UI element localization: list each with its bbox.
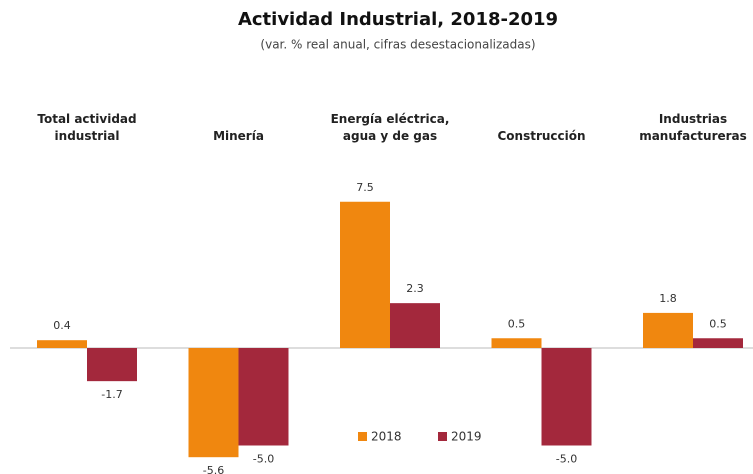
data-label: 1.8 [659,292,677,305]
legend-swatch [438,432,447,441]
data-label: 7.5 [356,181,374,194]
data-label: 0.4 [53,319,71,332]
chart-subtitle: (var. % real anual, cifras desestacional… [260,38,535,52]
legend-label: 2018 [371,430,402,444]
bar [491,338,542,348]
category-label: Total actividad industrial [37,112,137,143]
data-label: 0.5 [709,317,727,330]
legend-swatch [358,432,367,441]
bar [643,312,693,348]
bar [238,348,289,446]
chart-title: Actividad Industrial, 2018-2019 [238,9,558,30]
bar [390,303,440,348]
bar [188,348,239,458]
bar [693,338,743,348]
data-label: -5.0 [253,453,274,466]
data-label: 2.3 [406,282,424,295]
category-label: Energía eléctrica, agua y de gas [330,112,450,143]
category-label: Minería [213,129,264,143]
bar [87,348,137,382]
data-label: -5.0 [556,453,577,466]
data-label: -5.6 [203,464,224,474]
legend-label: 2019 [451,430,482,444]
category-label: Industrias manufactureras [639,112,747,143]
bar [340,201,390,348]
data-label: -1.7 [101,388,122,401]
bar [37,340,87,348]
bar [541,348,592,446]
category-label: Construcción [497,129,586,143]
data-label: 0.5 [508,317,526,330]
